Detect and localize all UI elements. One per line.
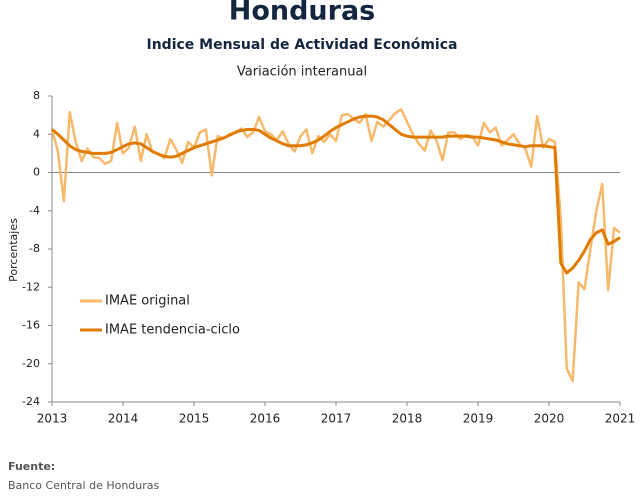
chart-subtitle: Indice Mensual de Actividad Económica — [147, 37, 458, 53]
source: Banco Central de Honduras — [8, 479, 160, 492]
source-label: Fuente: — [8, 460, 55, 473]
y-axis-label: Porcentajes — [7, 218, 20, 282]
x-tick-label: 2021 — [605, 412, 636, 426]
x-tick-label: 2013 — [37, 412, 68, 426]
legend-label: IMAE original — [105, 294, 190, 309]
chart-note: Variación interanual — [237, 65, 367, 80]
series-line — [51, 114, 621, 275]
y-tick-label: -8 — [29, 242, 40, 255]
y-tick-label: -16 — [22, 319, 40, 332]
chart-title: Honduras — [229, 0, 376, 27]
x-tick-label: 2018 — [392, 412, 423, 426]
x-tick-label: 2016 — [250, 412, 281, 426]
y-tick-label: 4 — [33, 127, 40, 140]
legend-label: IMAE tendencia-ciclo — [105, 323, 240, 338]
y-tick-label: 0 — [33, 166, 40, 179]
series-line — [50, 108, 621, 383]
x-tick-label: 2015 — [179, 412, 210, 426]
x-tick-label: 2017 — [321, 412, 352, 426]
y-tick-label: 8 — [33, 89, 40, 102]
y-tick-label: -20 — [22, 357, 40, 370]
y-tick-label: -4 — [29, 204, 40, 217]
y-tick-label: -24 — [22, 395, 40, 408]
y-tick-label: -12 — [22, 280, 40, 293]
x-tick-label: 2020 — [534, 412, 565, 426]
x-tick-label: 2014 — [108, 412, 139, 426]
x-tick-label: 2019 — [463, 412, 494, 426]
